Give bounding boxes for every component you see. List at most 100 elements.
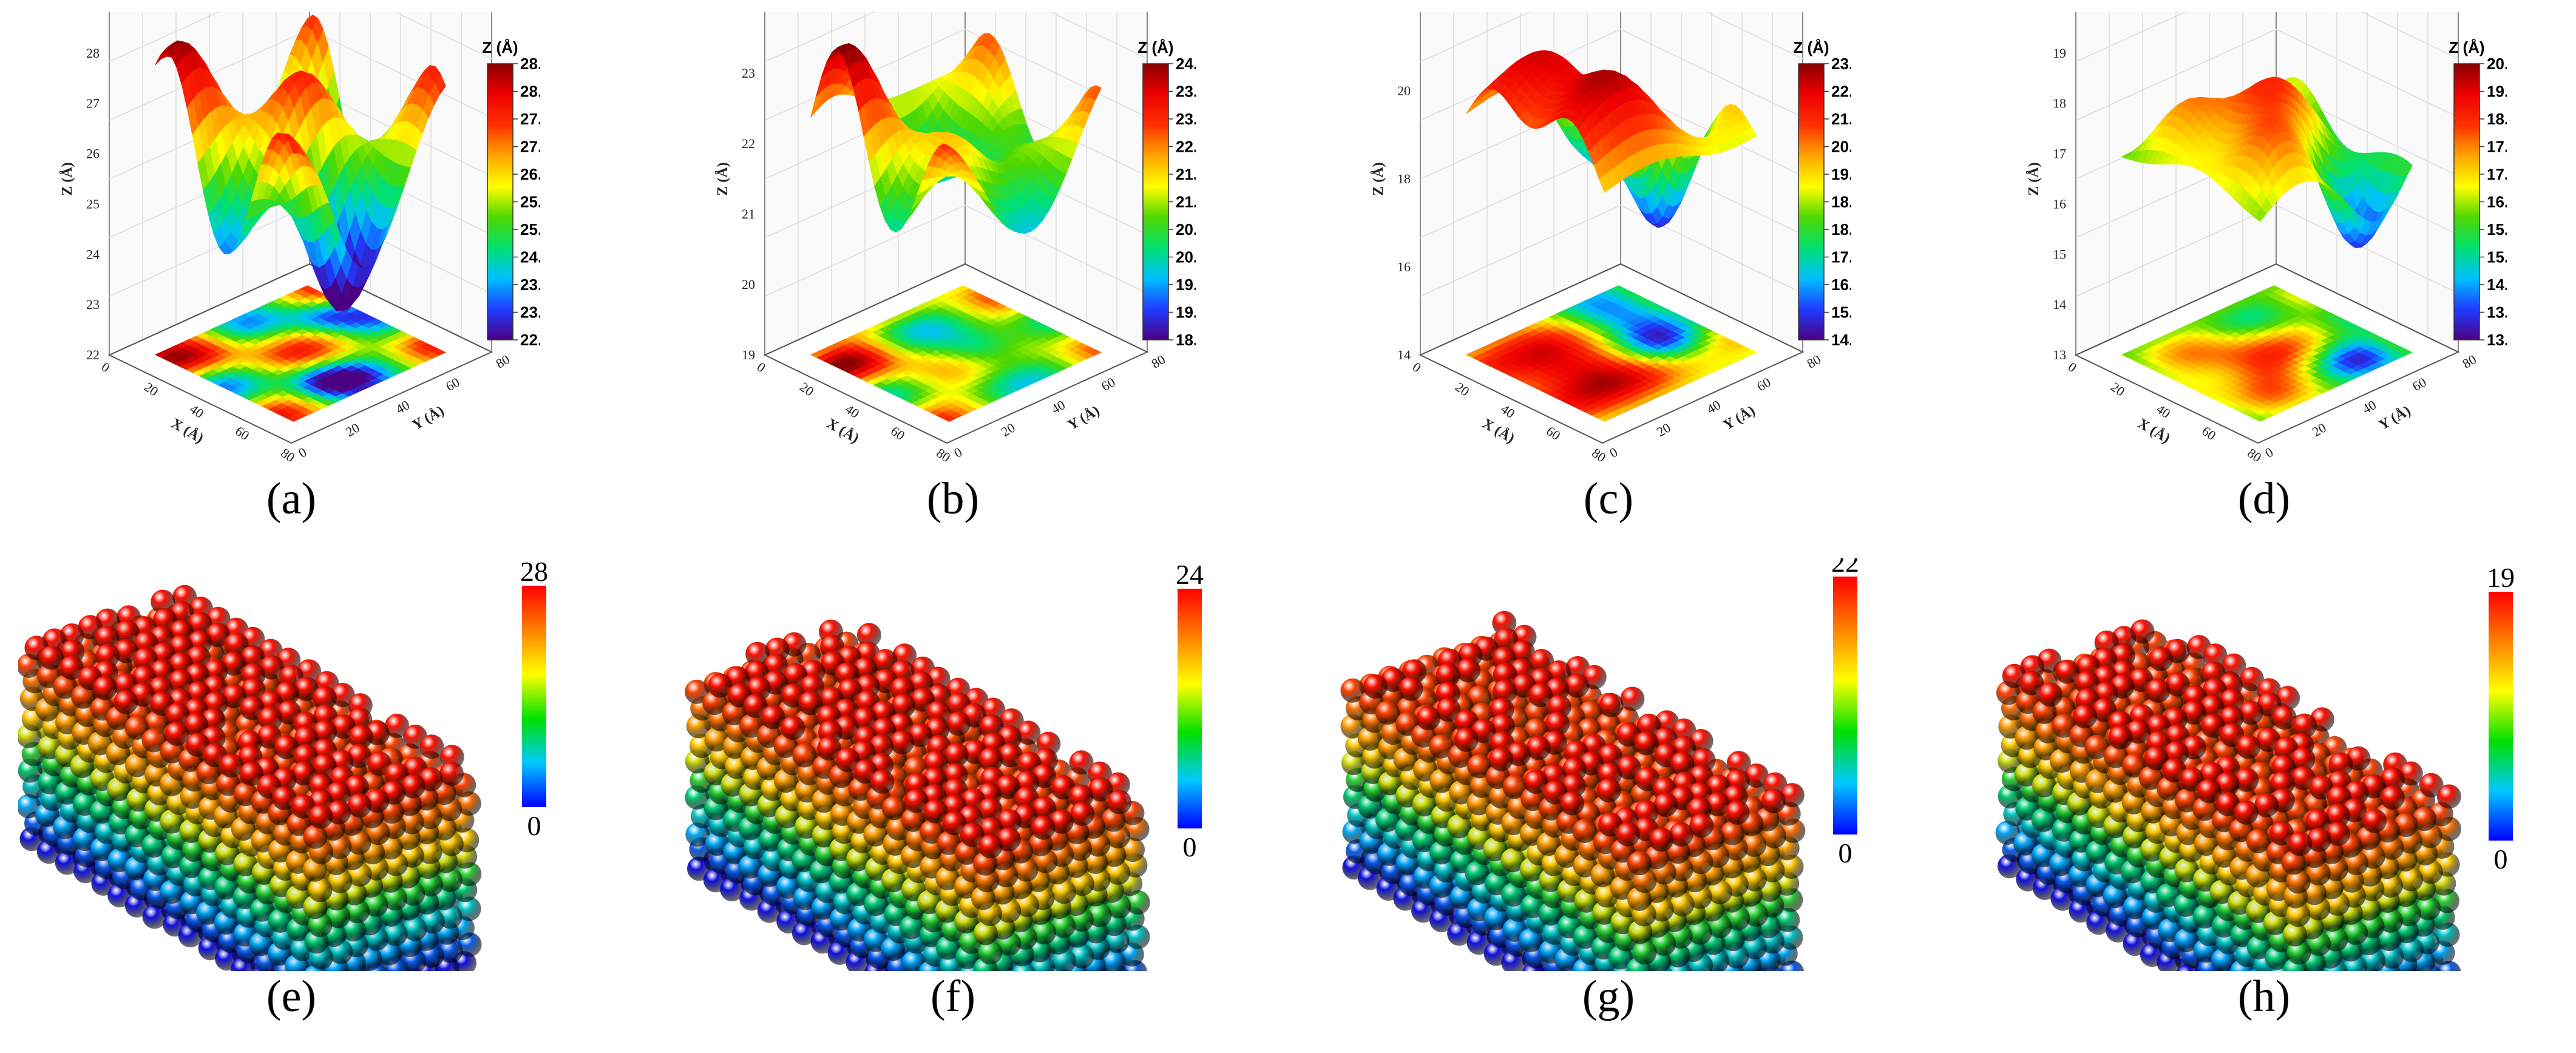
colorbar-tick-label: 19.68 <box>1831 165 1851 183</box>
z-axis-title: Z (Å) <box>715 162 731 195</box>
floor-cell <box>1087 349 1102 356</box>
colorbar-tick-label: 15.53 <box>1831 303 1851 322</box>
colorbar-tick-label: 19.75 <box>1176 276 1196 294</box>
colorbar-tick-label: 23.94 <box>520 276 540 294</box>
floor-contour-map <box>154 285 447 422</box>
floor-outline <box>1418 263 1805 444</box>
colorbar-tick-label: 18.85 <box>1831 193 1851 211</box>
colorbar-tick-label: 13.85 <box>2487 303 2507 322</box>
y-axis-title: Y (Å) <box>1065 403 1102 433</box>
z-tick-label: 16 <box>2053 196 2066 211</box>
atom-cluster <box>18 584 482 971</box>
y-tick-label: 80 <box>2459 351 2479 371</box>
x-tick-label: 0 <box>2066 359 2079 375</box>
colorbar-tick-label: 22.52 <box>1176 138 1196 156</box>
y-tick-label: 40 <box>1704 397 1723 417</box>
y-tick-label: 60 <box>2410 374 2429 394</box>
colorbar-tick-label: 21.96 <box>1176 165 1196 183</box>
floor-contour-map <box>810 285 1102 422</box>
x-axis-title: X (Å) <box>168 416 206 447</box>
y-axis-title: Y (Å) <box>2376 403 2413 433</box>
colorbar <box>1142 63 1169 340</box>
colorbar-tick-label: 18.64 <box>1176 331 1196 349</box>
colorbar-tick-label: 23.63 <box>1176 83 1196 101</box>
colorbar-tick-label: 28.92 <box>520 55 540 73</box>
surface-mesh <box>2121 76 2413 248</box>
colorbar-tick-label: 19.19 <box>1176 303 1196 322</box>
colorbar-tick-label: 15.22 <box>2487 248 2507 266</box>
surface-mesh <box>810 33 1102 234</box>
y-axis-title: Y (Å) <box>410 403 447 433</box>
colorbar-tick-label: 22.17 <box>1831 83 1851 101</box>
colorbar-tick-label: 18.65 <box>2487 110 2507 128</box>
colorbar-tick-label: 18.02 <box>1831 220 1851 239</box>
colorbar <box>487 63 514 340</box>
colorbar-tick-label: 20.02 <box>2487 55 2507 73</box>
colorbar-tick-label: 21.34 <box>1831 110 1851 128</box>
surface-mesh <box>155 15 446 311</box>
x-tick-label: 80 <box>1589 445 1608 465</box>
x-tick-label: 60 <box>232 423 252 443</box>
y-tick-label: 60 <box>443 374 463 394</box>
floor-contour-map <box>1465 285 1758 422</box>
z-axis-title: Z (Å) <box>2026 162 2042 195</box>
y-tick-label: 60 <box>1754 374 1774 394</box>
y-tick-label: 20 <box>1654 420 1673 440</box>
x-tick-label: 20 <box>1452 379 1472 399</box>
z-tick-label: 24 <box>86 246 100 262</box>
z-tick-label: 19 <box>2053 46 2066 61</box>
y-tick-label: 20 <box>343 420 362 440</box>
z-tick-label: 27 <box>86 96 100 111</box>
colorbar-tick-label: 17.28 <box>2487 165 2507 183</box>
z-tick-label: 20 <box>1397 83 1411 98</box>
y-tick-label: 20 <box>998 420 1018 440</box>
floor-contour-map <box>2121 285 2413 422</box>
z-tick-label: 14 <box>1397 347 1411 362</box>
floor-outline <box>763 263 1149 444</box>
z-tick-label: 17 <box>2053 146 2066 161</box>
surface-mesh <box>1466 50 1757 228</box>
colorbar <box>2453 63 2480 340</box>
x-tick-label: 0 <box>1410 359 1424 375</box>
colorbar-tick-label: 13.16 <box>2487 331 2507 349</box>
x-axis-title: X (Å) <box>1479 416 1517 447</box>
surface-cell <box>1599 174 1611 193</box>
floor-outline <box>2074 263 2460 444</box>
y-tick-label: 80 <box>493 351 512 371</box>
x-tick-label: 20 <box>2108 379 2127 399</box>
atom-sphere <box>55 850 80 875</box>
wall-gridline <box>109 12 492 63</box>
surface-cell <box>288 140 300 154</box>
x-axis-title: X (Å) <box>824 416 861 447</box>
colorbar-tick-label: 27.68 <box>520 110 540 128</box>
colorbar-tick-label: 25.81 <box>520 193 540 211</box>
x-tick-label: 60 <box>888 423 907 443</box>
surface-cell <box>2254 207 2266 222</box>
colorbar-tick-label: 23.32 <box>520 303 540 322</box>
wall-gridline <box>764 12 1148 63</box>
y-tick-label: 40 <box>393 397 412 417</box>
colorbar-title: Z (Å) <box>1137 38 1173 56</box>
x-tick-label: 40 <box>2154 401 2173 421</box>
colorbar-tick-label: 14.70 <box>1831 331 1851 349</box>
z-tick-label: 23 <box>86 297 100 312</box>
surface-cell <box>943 143 955 151</box>
z-tick-label: 18 <box>2053 96 2066 111</box>
colorbar-tick-label: 19.33 <box>2487 83 2507 101</box>
z-tick-label: 25 <box>86 196 100 211</box>
x-tick-label: 40 <box>1498 401 1517 421</box>
floor-cell <box>2398 349 2413 356</box>
x-tick-label: 80 <box>2245 445 2264 465</box>
y-tick-label: 40 <box>1048 397 1068 417</box>
floor-cell <box>1743 349 1758 356</box>
colorbar-title: Z (Å) <box>1793 38 1829 56</box>
wall-gridline <box>1420 12 1803 63</box>
x-tick-label: 40 <box>187 401 206 421</box>
colorbar-tick-label: 14.53 <box>2487 276 2507 294</box>
y-tick-label: 80 <box>1148 351 1168 371</box>
y-tick-label: 60 <box>1099 374 1118 394</box>
